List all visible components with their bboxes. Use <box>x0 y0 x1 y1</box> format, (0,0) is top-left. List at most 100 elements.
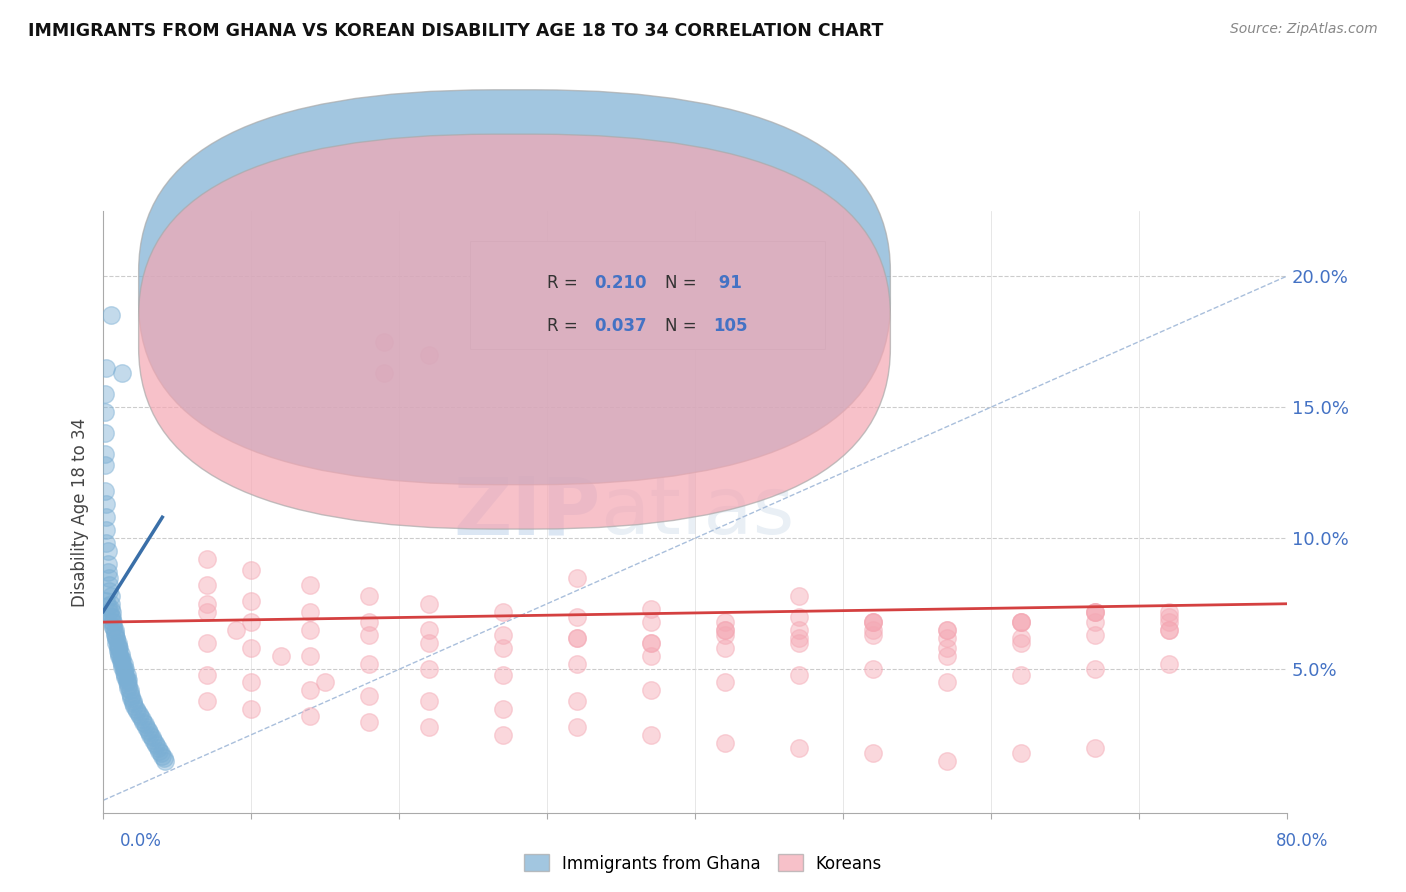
Point <box>1157 610 1180 624</box>
Point <box>787 610 810 624</box>
Point <box>1157 657 1180 671</box>
Point <box>104 628 127 642</box>
Point <box>141 731 163 745</box>
Point <box>115 673 138 687</box>
Point <box>94 497 117 511</box>
Point <box>98 570 121 584</box>
Point <box>117 673 139 687</box>
Point <box>153 751 176 765</box>
Point <box>142 733 165 747</box>
Point <box>97 599 120 614</box>
Point <box>713 628 735 642</box>
Point <box>359 589 381 603</box>
Point <box>94 360 117 375</box>
Text: atlas: atlas <box>600 473 794 551</box>
Point <box>299 709 322 723</box>
Point <box>1010 746 1032 760</box>
Point <box>359 628 381 642</box>
Point <box>640 728 662 742</box>
Point <box>195 578 218 592</box>
Point <box>111 366 134 380</box>
Text: R =: R = <box>547 275 583 293</box>
Text: 0.210: 0.210 <box>595 275 647 293</box>
Text: 0.0%: 0.0% <box>120 831 162 849</box>
Point <box>935 675 957 690</box>
Point <box>100 610 122 624</box>
Point <box>492 605 515 619</box>
Point <box>97 566 120 580</box>
Point <box>108 649 131 664</box>
Point <box>862 662 884 676</box>
Text: R =: R = <box>547 317 583 334</box>
Point <box>125 701 148 715</box>
Point <box>121 694 143 708</box>
Point <box>640 683 662 698</box>
Point <box>418 636 440 650</box>
Point <box>359 615 381 629</box>
Point <box>195 636 218 650</box>
Point <box>103 620 125 634</box>
Point <box>373 366 395 380</box>
Text: N =: N = <box>665 317 703 334</box>
Point <box>787 623 810 637</box>
Point <box>640 636 662 650</box>
Point <box>98 578 121 592</box>
Point <box>1157 623 1180 637</box>
Text: Source: ZipAtlas.com: Source: ZipAtlas.com <box>1230 22 1378 37</box>
Point <box>104 625 127 640</box>
Point <box>149 746 172 760</box>
Point <box>195 605 218 619</box>
Text: 80.0%: 80.0% <box>1277 831 1329 849</box>
Point <box>1010 667 1032 681</box>
FancyBboxPatch shape <box>139 90 890 484</box>
Point <box>128 706 150 721</box>
Point <box>862 623 884 637</box>
Point <box>110 655 132 669</box>
Text: ZIP: ZIP <box>453 473 600 551</box>
Point <box>115 675 138 690</box>
Point <box>134 717 156 731</box>
Point <box>103 620 125 634</box>
Point <box>713 641 735 656</box>
Point <box>97 558 120 572</box>
Point <box>713 623 735 637</box>
Point <box>1010 631 1032 645</box>
Point <box>713 623 735 637</box>
Point <box>93 426 115 441</box>
Point <box>225 623 247 637</box>
Point <box>117 681 139 695</box>
Point <box>787 589 810 603</box>
Point <box>101 605 124 619</box>
Y-axis label: Disability Age 18 to 34: Disability Age 18 to 34 <box>72 417 89 607</box>
Point <box>101 615 124 629</box>
Point <box>127 704 149 718</box>
Point <box>565 610 588 624</box>
Point <box>105 631 128 645</box>
Point <box>195 552 218 566</box>
Point <box>359 689 381 703</box>
Text: 91: 91 <box>713 275 742 293</box>
Point <box>565 631 588 645</box>
Point <box>118 683 141 698</box>
Point <box>114 667 136 681</box>
Point <box>111 652 134 666</box>
Point <box>1010 615 1032 629</box>
Point <box>108 647 131 661</box>
Point <box>1010 615 1032 629</box>
Point <box>565 631 588 645</box>
Point <box>935 649 957 664</box>
Point <box>862 746 884 760</box>
Point <box>107 644 129 658</box>
Point <box>120 691 142 706</box>
Point <box>148 743 170 757</box>
Point <box>935 641 957 656</box>
Point <box>146 740 169 755</box>
Point <box>418 348 440 362</box>
Point <box>104 623 127 637</box>
Point <box>240 594 263 608</box>
Point <box>93 447 115 461</box>
Point <box>787 636 810 650</box>
Point <box>129 709 152 723</box>
Point <box>98 605 121 619</box>
Point <box>299 683 322 698</box>
